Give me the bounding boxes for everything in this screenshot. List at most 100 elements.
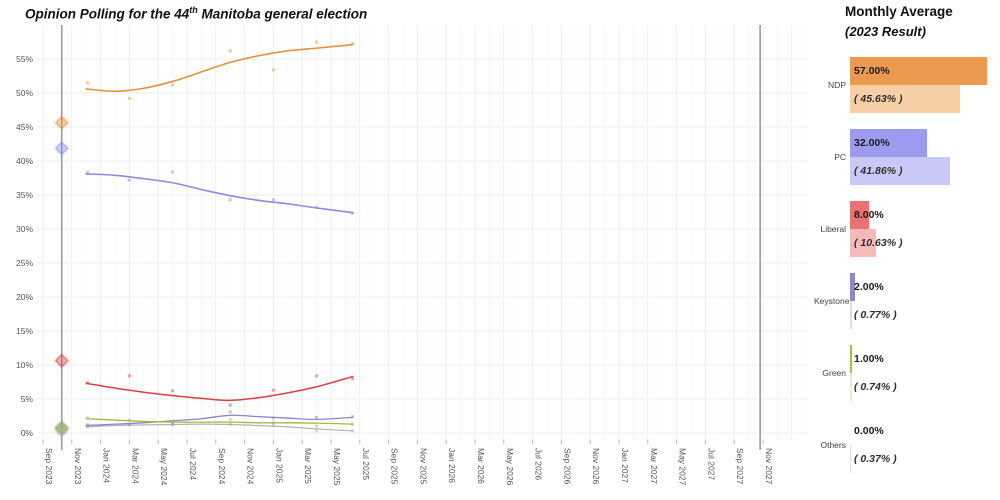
monthly-average-bar: [850, 345, 853, 373]
party-row-liberal: Liberal 8.00% ( 10.63% ): [820, 201, 995, 257]
x-axis-tick-label: Jul 2024: [188, 448, 198, 480]
x-axis-tick-label: Sep 2026: [562, 448, 572, 485]
poll-point-liberal: [86, 381, 90, 385]
x-axis-tick-label: Mar 2027: [649, 448, 659, 484]
y-axis-tick-label: 30%: [16, 224, 33, 234]
monthly-average-bar-value: 0.00%: [854, 425, 884, 437]
poll-point-ndp: [86, 81, 90, 85]
result-diamond-halo-green: [52, 418, 71, 437]
x-axis-tick-label: Jan 2024: [102, 448, 112, 483]
trend-line-green: [85, 418, 354, 425]
poll-point-ndp: [171, 83, 175, 87]
x-axis-tick-label: Nov 2027: [764, 448, 774, 485]
result-diamond-halo-ndp: [52, 113, 71, 132]
x-axis-tick-label: Jul 2025: [361, 448, 371, 480]
party-row-keystone: Keystone 2.00% ( 0.77% ): [814, 273, 995, 329]
result-2023-bar: [850, 445, 851, 473]
result-2023-bar: [850, 157, 951, 185]
poll-point-liberal: [127, 374, 131, 378]
y-axis-tick-label: 35%: [16, 190, 33, 200]
x-axis-tick-label: Nov 2025: [418, 448, 428, 485]
poll-point-green: [171, 421, 175, 425]
x-axis-tick-label: Nov 2024: [246, 448, 256, 485]
x-axis-tick-label: Jul 2026: [534, 448, 544, 480]
monthly-average-bar-value: 32.00%: [854, 137, 890, 149]
poll-point-liberal: [315, 374, 319, 378]
x-axis-tick-label: Jan 2027: [620, 448, 630, 483]
poll-point-green: [315, 424, 319, 428]
monthly-average-bar: [850, 273, 855, 301]
result-2023-bar-value: ( 0.37% ): [854, 453, 897, 465]
poll-point-liberal: [171, 389, 175, 393]
x-axis-tick-label: Mar 2026: [476, 448, 486, 484]
monthly-average-bar: [850, 201, 870, 229]
poll-point-liberal: [351, 377, 355, 381]
monthly-average-bar-value: 57.00%: [854, 65, 890, 77]
x-axis-tick-label: May 2025: [332, 448, 342, 486]
trend-line-keystone: [85, 414, 354, 427]
y-axis-tick-label: 20%: [16, 292, 33, 302]
y-axis-tick-label: 0%: [21, 428, 34, 438]
y-axis-tick-label: 25%: [16, 258, 33, 268]
x-axis-tick-label: Sep 2025: [390, 448, 400, 485]
poll-point-pc: [228, 198, 232, 202]
y-axis-tick-label: 40%: [16, 156, 33, 166]
result-2023-bar-value: ( 0.74% ): [854, 381, 897, 393]
x-axis-tick-label: Jan 2026: [447, 448, 457, 483]
poll-point-keystone: [228, 410, 232, 414]
party-row-green: Green 1.00% ( 0.74% ): [822, 345, 995, 401]
trend-line-ndp: [85, 43, 354, 93]
poll-point-green: [228, 422, 232, 426]
x-axis-tick-label: Sep 2024: [217, 448, 227, 485]
monthly-average-bar: [850, 129, 927, 157]
party-row-ndp: NDP 57.00% ( 45.63% ): [828, 57, 995, 113]
monthly-average-bar-value: 2.00%: [854, 281, 884, 293]
y-axis-tick-label: 15%: [16, 326, 33, 336]
x-axis-tick-label: May 2026: [505, 448, 515, 486]
party-name-label: Keystone: [814, 296, 850, 306]
result-diamond-liberal: [55, 354, 69, 368]
party-name-label: NDP: [828, 80, 846, 90]
party-row-others: Others 0.00% ( 0.37% ): [820, 417, 995, 473]
x-axis-tick-label: Nov 2026: [591, 448, 601, 485]
y-axis-tick-label: 55%: [16, 54, 33, 64]
poll-point-liberal: [271, 388, 275, 392]
poll-point-pc: [171, 170, 175, 174]
party-row-pc: PC 32.00% ( 41.86% ): [834, 129, 995, 185]
poll-point-ndp: [315, 40, 319, 44]
x-axis-tick-label: May 2027: [678, 448, 688, 486]
poll-point-others: [228, 417, 232, 421]
x-axis-tick-label: Sep 2023: [44, 448, 54, 485]
x-axis-tick-label: Nov 2023: [73, 448, 83, 485]
poll-point-keystone: [271, 416, 275, 420]
trend-line-pc: [85, 173, 354, 214]
result-2023-bar: [850, 373, 852, 401]
y-axis-tick-label: 45%: [16, 122, 33, 132]
result-diamond-halo-liberal: [52, 351, 71, 370]
party-name-label: Green: [822, 368, 846, 378]
poll-point-liberal: [228, 403, 232, 407]
result-diamond-ndp: [55, 116, 69, 130]
trend-line-others: [85, 423, 354, 432]
y-axis-tick-label: 5%: [21, 394, 34, 404]
result-diamond-green: [55, 421, 69, 435]
poll-point-keystone: [351, 415, 355, 419]
result-diamond-halo-pc: [52, 139, 71, 158]
x-axis-tick-label: Mar 2025: [303, 448, 313, 484]
poll-point-others: [315, 429, 319, 433]
monthly-average-bar-value: 8.00%: [854, 209, 884, 221]
polling-chart: 0% 5% 10% 15% 20% 25% 30% 35% 40% 45% 50% 55% Sep 20…: [16, 25, 808, 486]
poll-point-green: [86, 416, 90, 420]
x-axis-tick-label: Jan 2025: [274, 448, 284, 483]
poll-point-green: [127, 418, 131, 422]
y-axis-tick-label: 10%: [16, 360, 33, 370]
result-2023-bar: [850, 85, 960, 113]
result-2023-bar-value: ( 0.77% ): [854, 309, 897, 321]
y-axis-tick-label: 50%: [16, 88, 33, 98]
party-name-label: Liberal: [820, 224, 846, 234]
poll-point-pc: [127, 178, 131, 182]
monthly-average-bar-value: 1.00%: [854, 353, 884, 365]
party-name-label: PC: [834, 152, 846, 162]
poll-point-ndp: [228, 49, 232, 53]
result-2023-bar: [850, 301, 852, 329]
